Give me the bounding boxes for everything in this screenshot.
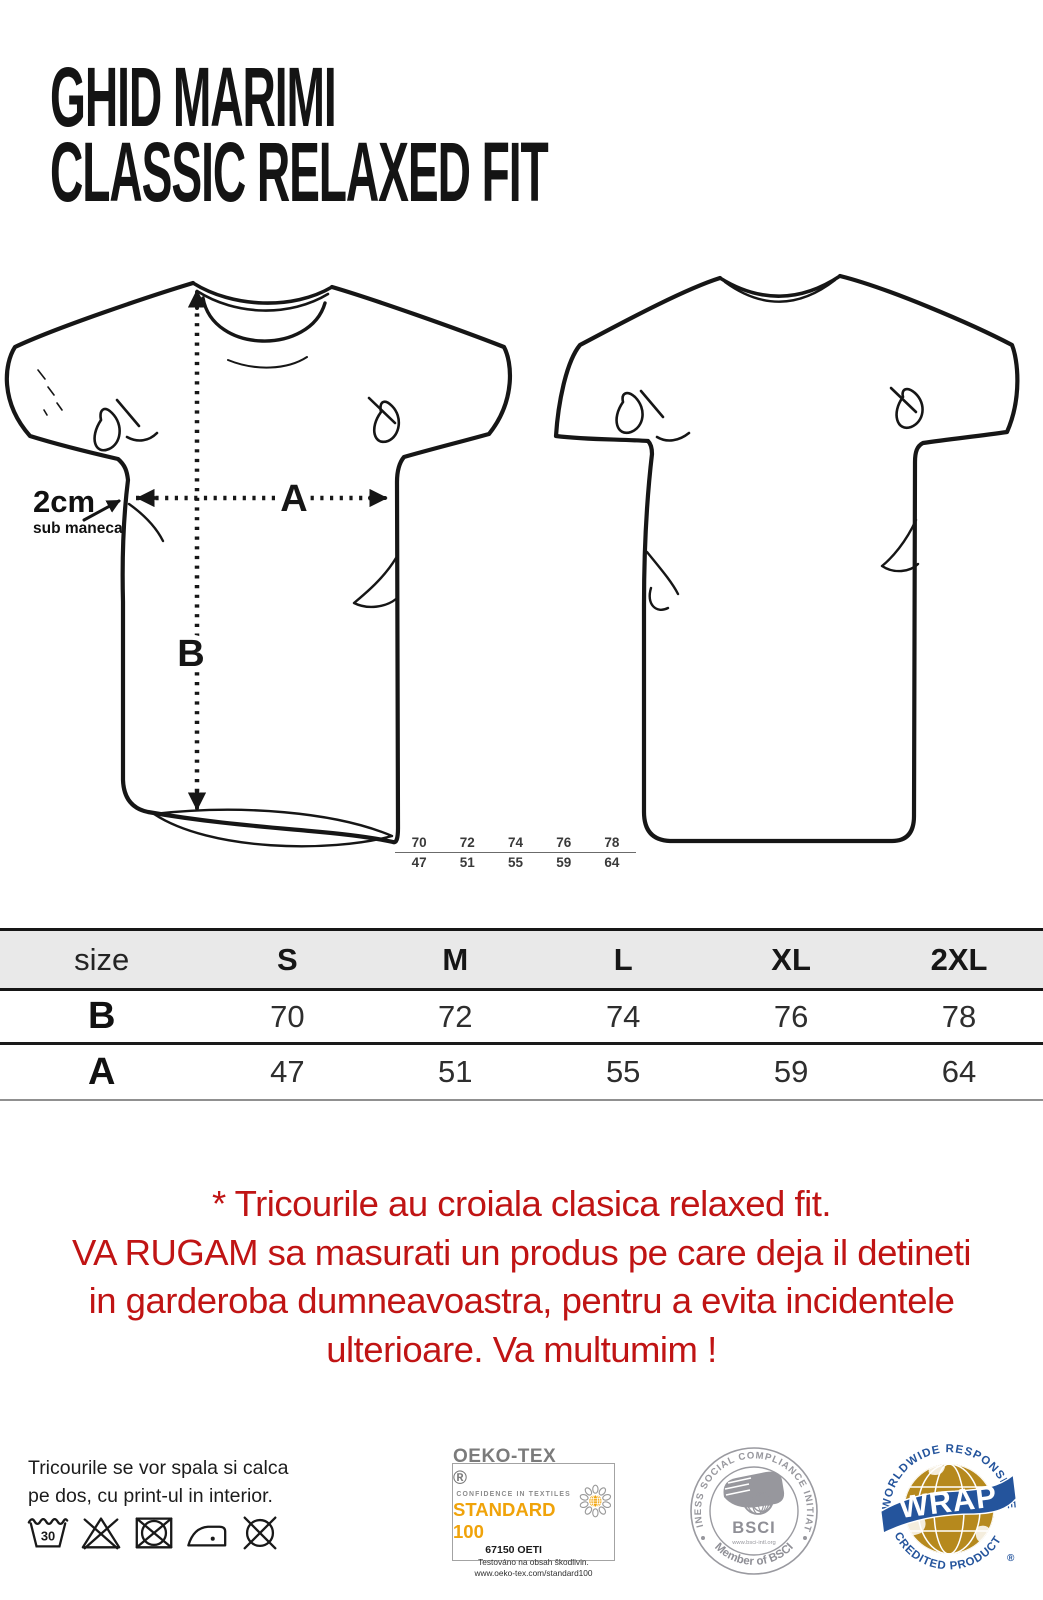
page-title: GHID MARIMI CLASSIC RELAXED FIT xyxy=(50,50,955,219)
size-col-m: M xyxy=(442,941,469,977)
size-table-header: size S M L XL 2XL xyxy=(0,928,1043,991)
a-m: 51 xyxy=(438,1054,473,1089)
mini-a-l: 55 xyxy=(507,855,524,870)
mini-a-xl: 59 xyxy=(556,855,572,870)
b-s: 70 xyxy=(270,998,305,1034)
bsci-url: www.bsci-intl.org xyxy=(731,1540,776,1546)
mini-measure-table: 70 72 74 76 78 47 51 55 59 64 xyxy=(395,833,636,872)
do-not-dry-clean-icon xyxy=(243,1516,277,1550)
annotation-value: 2cm xyxy=(33,484,95,519)
mini-row-b: 70 72 74 76 78 xyxy=(395,833,636,853)
b-2xl: 78 xyxy=(941,998,977,1034)
measure-a-label: A xyxy=(280,478,307,520)
size-header-label: size xyxy=(74,941,130,977)
title-line-2: CLASSIC RELAXED FIT xyxy=(50,125,549,219)
oeko-standard: STANDARD 100 xyxy=(453,1498,556,1542)
note-line-1: * Tricourile au croiala clasica relaxed … xyxy=(211,1183,832,1224)
size-col-l: L xyxy=(613,941,633,977)
oeko-tex-label: OEKO-TEX ® CONFIDENCE IN TEXTILES STANDA… xyxy=(452,1446,615,1578)
mini-row-a: 47 51 55 59 64 xyxy=(395,853,636,872)
mini-b-2xl: 78 xyxy=(604,835,620,850)
care-icons-row: 30 xyxy=(26,1511,282,1553)
front-body-outline xyxy=(4,280,513,845)
wrap-registered-mark: ® xyxy=(1007,1553,1015,1564)
a-xl: 59 xyxy=(773,1054,809,1089)
front-tshirt-drawing: A B 2cm sub maneca xyxy=(4,280,513,848)
size-col-2xl: 2XL xyxy=(930,941,988,977)
wash-30-icon: 30 xyxy=(27,1517,69,1548)
back-body-outline xyxy=(553,273,1020,844)
note-line-2: VA RUGAM sa masurati un produs pe care d… xyxy=(72,1231,971,1273)
mini-a-2xl: 64 xyxy=(604,855,620,870)
wash-temp-label: 30 xyxy=(41,1529,55,1544)
table-row-a: A 47 51 55 59 64 xyxy=(0,1045,1043,1101)
oeko-cert-number: 67150 OETI xyxy=(485,1543,542,1556)
mini-b-m: 72 xyxy=(459,835,475,850)
mini-b-s: 70 xyxy=(411,835,427,850)
oeko-tested-text: Testováno na obsah škodlivin. xyxy=(478,1556,589,1567)
table-row-b: B 70 72 74 76 78 xyxy=(0,991,1043,1045)
mini-a-m: 51 xyxy=(459,855,475,870)
oeko-subtitle: CONFIDENCE IN TEXTILES xyxy=(456,1490,571,1498)
do-not-tumble-dry-icon xyxy=(135,1517,173,1549)
a-s: 47 xyxy=(270,1054,305,1089)
mini-b-xl: 76 xyxy=(556,835,572,850)
fit-note: * Tricourile au croiala clasica relaxed … xyxy=(0,1180,1043,1374)
do-not-bleach-icon xyxy=(81,1517,121,1550)
bsci-acronym: BSCI xyxy=(732,1519,775,1537)
bsci-hand-globe-icon xyxy=(723,1471,785,1515)
mini-b-l: 74 xyxy=(507,835,524,850)
size-col-xl: XL xyxy=(771,941,811,977)
b-l: 74 xyxy=(605,998,641,1034)
a-l: 55 xyxy=(605,1054,641,1089)
oeko-url: www.oeko-tex.com/standard100 xyxy=(474,1568,593,1578)
a-2xl: 64 xyxy=(941,1054,977,1089)
care-line-1: Tricourile se vor spala si calca xyxy=(28,1457,289,1479)
annotation-caption: sub maneca xyxy=(33,520,123,537)
iron-low-icon xyxy=(187,1525,227,1547)
care-instructions: Tricourile se vor spala si calca pe dos,… xyxy=(28,1454,288,1510)
row-b-label: B xyxy=(87,995,116,1037)
wrap-seal: WORLDWIDE RESPONSIBLE ACCREDITED PRODUCT… xyxy=(880,1443,1017,1572)
bsci-seal: BUSINESS SOCIAL COMPLIANCE INITIATIVE Me… xyxy=(690,1447,818,1575)
mini-a-s: 47 xyxy=(411,855,427,870)
oeko-flower-icon xyxy=(579,1484,612,1517)
title-line-1: GHID MARIMI xyxy=(50,50,337,144)
size-table: size S M L XL 2XL B 70 72 74 76 78 A 47 … xyxy=(0,928,1043,1101)
back-tshirt-drawing xyxy=(553,273,1020,844)
measure-b-label: B xyxy=(177,633,204,675)
b-xl: 76 xyxy=(773,998,809,1034)
size-col-s: S xyxy=(276,941,298,977)
note-line-3: in garderoba dumneavoastra, pentru a evi… xyxy=(88,1280,955,1321)
care-line-2: pe dos, cu print-ul in interior. xyxy=(28,1485,273,1507)
oeko-brand: OEKO-TEX ® xyxy=(453,1445,557,1489)
annotation-arrow xyxy=(82,499,121,522)
note-line-4: ulterioare. Va multumim ! xyxy=(326,1328,717,1370)
b-m: 72 xyxy=(438,998,473,1034)
row-a-label: A xyxy=(87,1050,116,1093)
